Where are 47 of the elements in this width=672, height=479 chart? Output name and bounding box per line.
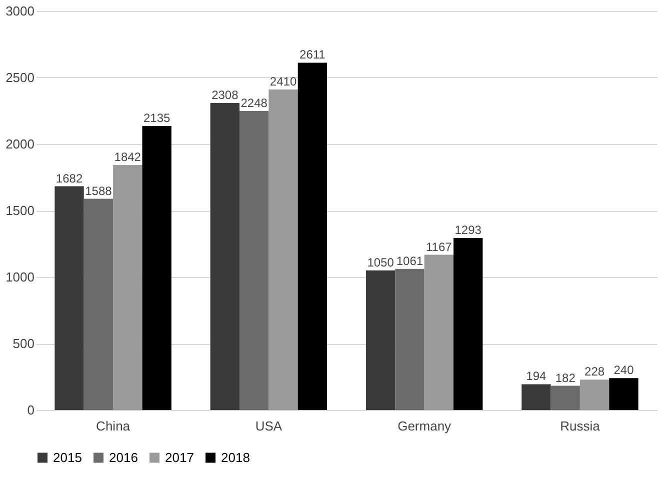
bar bbox=[609, 378, 638, 410]
data-label: 2135 bbox=[143, 111, 170, 126]
y-tick-label: 1500 bbox=[6, 203, 34, 218]
data-label: 1842 bbox=[114, 150, 142, 164]
data-label: 1167 bbox=[426, 240, 452, 254]
data-label: 2248 bbox=[240, 96, 268, 110]
legend-label: 2015 bbox=[53, 450, 82, 465]
y-tick-label: 1000 bbox=[6, 270, 34, 284]
data-label: 1588 bbox=[85, 184, 112, 198]
data-label: 228 bbox=[584, 364, 605, 379]
y-tick-label: 2000 bbox=[6, 136, 34, 152]
data-label: 182 bbox=[555, 370, 576, 385]
y-tick-label: 500 bbox=[12, 336, 34, 351]
x-tick-label: Russia bbox=[560, 418, 601, 434]
bar bbox=[54, 186, 84, 410]
data-label: 240 bbox=[614, 363, 634, 378]
data-label: 1682 bbox=[56, 171, 83, 186]
data-label: 2611 bbox=[300, 48, 326, 62]
legend-label: 2016 bbox=[109, 450, 138, 465]
bar bbox=[550, 386, 580, 410]
data-label: 2308 bbox=[212, 88, 239, 102]
bar bbox=[113, 165, 142, 410]
bar bbox=[366, 270, 396, 410]
data-label: 1050 bbox=[367, 255, 394, 270]
y-tick-label: 0 bbox=[27, 402, 34, 418]
legend-label: 2017 bbox=[165, 450, 194, 465]
y-tick-label: 3000 bbox=[6, 4, 34, 18]
bar bbox=[522, 384, 551, 410]
bar bbox=[580, 380, 610, 410]
bar bbox=[298, 62, 328, 410]
x-tick-label: USA bbox=[255, 418, 282, 434]
bar bbox=[268, 89, 298, 410]
bar bbox=[84, 198, 114, 410]
bar bbox=[142, 126, 172, 410]
bar bbox=[210, 103, 240, 410]
x-tick-label: China bbox=[96, 418, 131, 434]
bar bbox=[424, 254, 454, 410]
bar bbox=[454, 238, 483, 410]
data-label: 1061 bbox=[396, 254, 424, 268]
data-label: 1293 bbox=[454, 223, 482, 238]
data-label: 194 bbox=[526, 369, 547, 384]
bar bbox=[395, 268, 424, 410]
legend-label: 2018 bbox=[221, 450, 250, 465]
bar bbox=[240, 111, 269, 410]
data-label: 2410 bbox=[270, 74, 297, 88]
y-tick-label: 2500 bbox=[6, 70, 34, 85]
x-tick-label: Germany bbox=[398, 418, 452, 434]
